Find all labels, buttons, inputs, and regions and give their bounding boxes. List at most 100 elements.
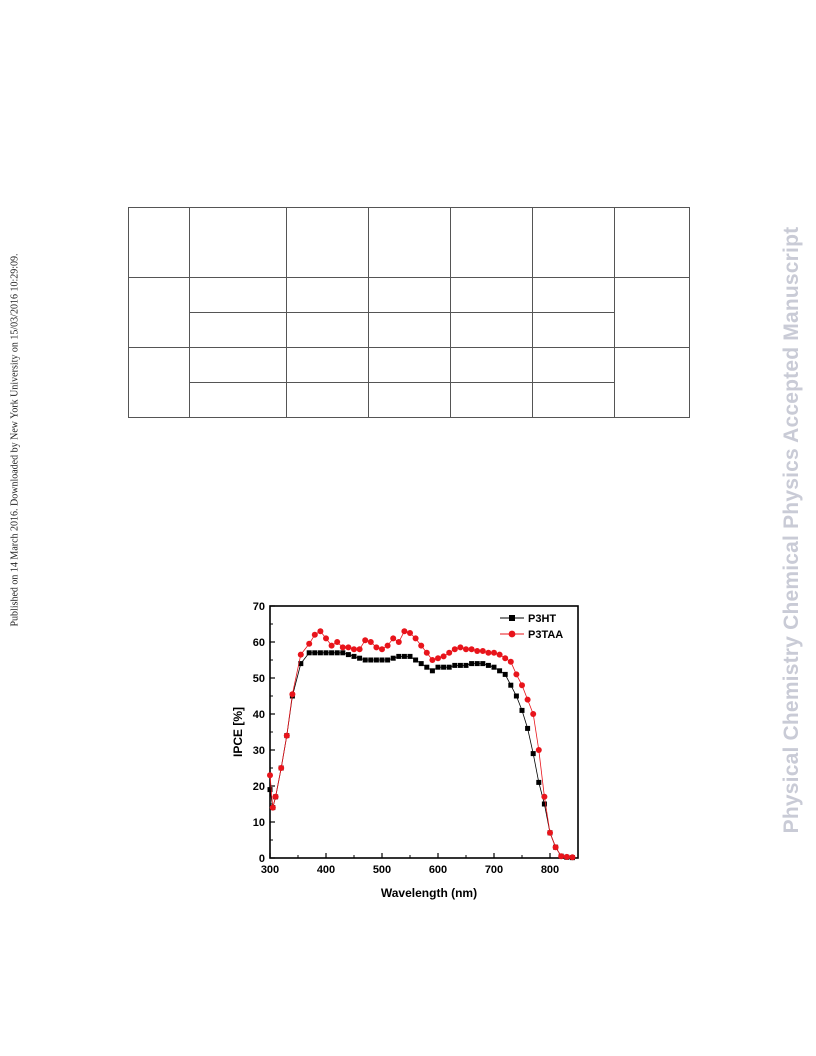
data-point-p3ht bbox=[385, 658, 390, 663]
data-point-p3ht bbox=[374, 658, 379, 663]
data-point-p3taa bbox=[407, 630, 413, 636]
x-tick-label: 600 bbox=[429, 864, 447, 876]
data-point-p3taa bbox=[373, 644, 379, 650]
data-point-p3taa bbox=[379, 646, 385, 652]
data-point-p3ht bbox=[307, 650, 312, 655]
data-point-p3taa bbox=[502, 655, 508, 661]
table-cell bbox=[190, 383, 287, 418]
data-point-p3taa bbox=[491, 650, 497, 656]
table-cell bbox=[190, 208, 287, 278]
data-point-p3taa bbox=[519, 682, 525, 688]
data-point-p3ht bbox=[357, 656, 362, 661]
y-tick-label: 0 bbox=[259, 853, 265, 865]
data-point-p3ht bbox=[492, 665, 497, 670]
data-point-p3ht bbox=[340, 650, 345, 655]
data-point-p3ht bbox=[464, 663, 469, 668]
data-point-p3ht bbox=[480, 661, 485, 666]
data-point-p3ht bbox=[536, 780, 541, 785]
data-point-p3ht bbox=[368, 658, 373, 663]
data-point-p3taa bbox=[278, 765, 284, 771]
table-cell bbox=[533, 313, 615, 348]
data-point-p3ht bbox=[430, 668, 435, 673]
data-point-p3taa bbox=[334, 639, 340, 645]
data-point-p3ht bbox=[469, 661, 474, 666]
y-tick-label: 50 bbox=[253, 673, 265, 685]
data-point-p3taa bbox=[474, 648, 480, 654]
table-cell bbox=[451, 348, 533, 383]
legend-marker-circle bbox=[509, 631, 516, 638]
data-point-p3ht bbox=[436, 665, 441, 670]
data-point-p3ht bbox=[475, 661, 480, 666]
data-point-p3taa bbox=[298, 652, 304, 658]
table-cell bbox=[615, 208, 690, 278]
data-point-p3taa bbox=[485, 650, 491, 656]
data-point-p3ht bbox=[424, 665, 429, 670]
data-point-p3taa bbox=[267, 772, 273, 778]
data-point-p3taa bbox=[429, 657, 435, 663]
table-cell bbox=[533, 208, 615, 278]
data-point-p3ht bbox=[380, 658, 385, 663]
data-point-p3taa bbox=[558, 853, 564, 859]
data-point-p3taa bbox=[569, 854, 575, 860]
data-point-p3taa bbox=[513, 671, 519, 677]
data-point-p3taa bbox=[418, 643, 424, 649]
data-point-p3taa bbox=[480, 648, 486, 654]
x-tick-label: 800 bbox=[541, 864, 559, 876]
data-point-p3taa bbox=[329, 643, 335, 649]
table-cell bbox=[190, 348, 287, 383]
data-point-p3ht bbox=[441, 665, 446, 670]
data-point-p3ht bbox=[452, 663, 457, 668]
y-tick-label: 40 bbox=[253, 709, 265, 721]
data-point-p3taa bbox=[508, 659, 514, 665]
data-point-p3ht bbox=[419, 661, 424, 666]
data-point-p3taa bbox=[323, 635, 329, 641]
table-cell bbox=[190, 313, 287, 348]
data-point-p3ht bbox=[402, 654, 407, 659]
data-point-p3taa bbox=[273, 794, 279, 800]
data-point-p3taa bbox=[536, 747, 542, 753]
legend-marker-square bbox=[509, 615, 515, 621]
data-point-p3taa bbox=[368, 639, 374, 645]
legend-label-p3taa: P3TAA bbox=[528, 629, 563, 641]
data-point-p3taa bbox=[530, 711, 536, 717]
y-axis-label: IPCE [%] bbox=[231, 707, 245, 757]
table-cell bbox=[369, 383, 451, 418]
watermark-text: Physical Chemistry Chemical Physics Acce… bbox=[780, 227, 804, 834]
y-tick-label: 20 bbox=[253, 781, 265, 793]
data-point-p3ht bbox=[447, 665, 452, 670]
table-cell bbox=[369, 348, 451, 383]
data-point-p3ht bbox=[503, 672, 508, 677]
y-tick-label: 70 bbox=[253, 601, 265, 613]
table-cell bbox=[287, 348, 369, 383]
data-point-p3taa bbox=[401, 628, 407, 634]
data-point-p3taa bbox=[564, 854, 570, 860]
x-axis-label: Wavelength (nm) bbox=[381, 886, 477, 900]
data-point-p3taa bbox=[306, 641, 312, 647]
chart-svg: 300 400 500 600 700 800 0 10 20 30 40 50 60 70 Wavelen… bbox=[228, 598, 588, 904]
data-point-p3ht bbox=[335, 650, 340, 655]
y-tick-label: 10 bbox=[253, 817, 265, 829]
data-point-p3taa bbox=[396, 639, 402, 645]
table-cell bbox=[451, 383, 533, 418]
data-point-p3taa bbox=[317, 628, 323, 634]
data-point-p3ht bbox=[497, 668, 502, 673]
data-point-p3taa bbox=[435, 655, 441, 661]
x-tick-label: 300 bbox=[261, 864, 279, 876]
legend-label-p3ht: P3HT bbox=[528, 613, 556, 625]
data-point-p3ht bbox=[324, 650, 329, 655]
table-cell bbox=[129, 278, 190, 348]
data-point-p3taa bbox=[362, 637, 368, 643]
x-tick-label: 400 bbox=[317, 864, 335, 876]
data-point-p3taa bbox=[424, 650, 430, 656]
table-cell bbox=[287, 208, 369, 278]
table-cell bbox=[287, 278, 369, 313]
data-point-p3ht bbox=[525, 726, 530, 731]
data-point-p3taa bbox=[345, 644, 351, 650]
data-point-p3taa bbox=[553, 844, 559, 850]
data-point-p3ht bbox=[531, 751, 536, 756]
data-point-p3taa bbox=[547, 830, 553, 836]
data-point-p3ht bbox=[318, 650, 323, 655]
data-point-p3taa bbox=[270, 805, 276, 811]
data-point-p3taa bbox=[497, 652, 503, 658]
data-point-p3taa bbox=[457, 644, 463, 650]
